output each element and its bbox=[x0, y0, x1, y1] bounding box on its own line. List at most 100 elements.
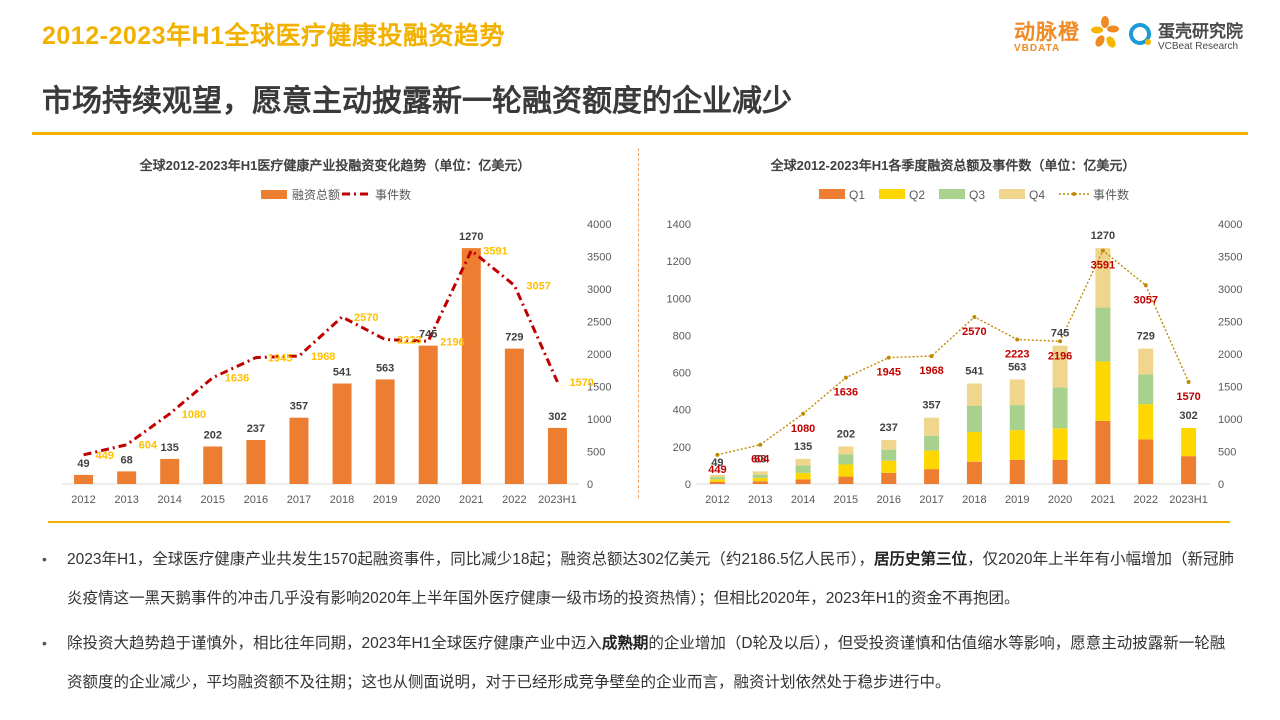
vcbeat-logo-cn: 蛋壳研究院 bbox=[1158, 22, 1243, 41]
stacked-bar-q2 bbox=[709, 479, 725, 482]
bar-total-label: 202 bbox=[837, 428, 855, 440]
y-left-tick-label: 1200 bbox=[667, 256, 691, 268]
bar-value-label: 541 bbox=[333, 367, 351, 379]
events-marker bbox=[886, 355, 891, 360]
legend-marker-events bbox=[1072, 192, 1076, 196]
x-tick-label: 2020 bbox=[1048, 494, 1072, 506]
line-value-label: 449 bbox=[708, 464, 726, 476]
chart-rule bbox=[48, 521, 1230, 523]
bullet-dot: • bbox=[42, 551, 47, 567]
x-tick-label: 2019 bbox=[1005, 494, 1029, 506]
stacked-bar-q3 bbox=[966, 406, 982, 432]
line-value-label: 604 bbox=[751, 454, 770, 466]
y-right-tick-label: 500 bbox=[587, 447, 605, 459]
bullet-item: • 除投资大趋势趋于谨慎外，相比往年同期，2023年H1全球医疗健康产业中迈入成… bbox=[42, 624, 1237, 702]
stacked-bar-q3 bbox=[709, 477, 725, 480]
stacked-bar-q3 bbox=[1095, 307, 1111, 362]
stacked-bar-q4 bbox=[1009, 379, 1025, 406]
stacked-bar-q1 bbox=[1052, 459, 1068, 484]
x-tick-label: 2023H1 bbox=[1169, 494, 1208, 506]
y-right-tick-label: 0 bbox=[1218, 479, 1224, 491]
stacked-bar-q3 bbox=[1009, 405, 1025, 431]
y-right-tick-label: 0 bbox=[587, 479, 593, 491]
bar bbox=[375, 379, 395, 484]
bar bbox=[246, 439, 266, 484]
chart-right-title: 全球2012-2023年H1各季度融资总额及事件数（单位：亿美元） bbox=[770, 158, 1136, 173]
stacked-bar-q1 bbox=[881, 472, 897, 484]
chart-right: 全球2012-2023年H1各季度融资总额及事件数（单位：亿美元） Q1 Q2 Q3… bbox=[648, 150, 1258, 515]
y-left-tick-label: 800 bbox=[673, 330, 691, 342]
stacked-bar-q1 bbox=[709, 481, 725, 484]
events-marker bbox=[843, 375, 848, 380]
bar-total-label: 541 bbox=[965, 366, 983, 378]
legend-swatch-q2 bbox=[879, 189, 905, 199]
stacked-bar-q2 bbox=[1009, 430, 1025, 460]
stacked-bar-q4 bbox=[752, 471, 768, 475]
x-tick-label: 2021 bbox=[1091, 494, 1115, 506]
legend-label-q4: Q4 bbox=[1029, 188, 1045, 202]
bullet-item: • 2023年H1，全球医疗健康产业共发生1570起融资事件，同比减少18起；融… bbox=[42, 540, 1237, 618]
y-left-tick-label: 600 bbox=[673, 368, 691, 380]
line-value-label: 2223 bbox=[1005, 349, 1029, 361]
stacked-bar-q4 bbox=[924, 417, 940, 436]
bullet-text-bold: 成熟期 bbox=[601, 635, 649, 652]
stacked-bar-q1 bbox=[1009, 459, 1025, 484]
stacked-bar-q4 bbox=[1052, 345, 1068, 388]
line-value-label: 3057 bbox=[526, 280, 550, 292]
line-value-label: 1945 bbox=[268, 353, 292, 365]
y-left-tick-label: 0 bbox=[685, 479, 691, 491]
vbdata-logo-cn: 动脉橙 bbox=[1014, 21, 1080, 44]
stacked-bar-q1 bbox=[1138, 439, 1154, 484]
orange-flower-icon bbox=[1091, 16, 1119, 48]
stacked-bar-q2 bbox=[1138, 404, 1154, 440]
stacked-bar-q2 bbox=[795, 472, 811, 480]
stacked-bar-q2 bbox=[1181, 427, 1197, 457]
stacked-bar-q4 bbox=[1138, 348, 1154, 375]
bar-value-label: 49 bbox=[77, 458, 89, 470]
chart-left-svg: 全球2012-2023年H1医疗健康产业投融资变化趋势（单位：亿美元） 融资总额… bbox=[62, 158, 611, 506]
stacked-bar-q3 bbox=[881, 449, 897, 461]
y-left-tick-label: 1400 bbox=[667, 219, 691, 231]
x-tick-label: 2013 bbox=[114, 494, 138, 506]
y-right-tick-label: 1000 bbox=[587, 414, 611, 426]
x-tick-label: 2015 bbox=[834, 494, 858, 506]
legend-swatch-q3 bbox=[939, 189, 965, 199]
legend-swatch-q4 bbox=[999, 189, 1025, 199]
bar bbox=[547, 427, 567, 484]
line-value-label: 2570 bbox=[354, 312, 378, 324]
y-right-tick-label: 2000 bbox=[1218, 349, 1242, 361]
events-marker bbox=[972, 314, 977, 319]
stacked-bar-q4 bbox=[881, 439, 897, 450]
events-marker bbox=[1100, 248, 1105, 253]
line-value-label: 1080 bbox=[791, 423, 815, 435]
y-right-tick-label: 1000 bbox=[1218, 414, 1242, 426]
vbdata-logo-en: VBDATA bbox=[1014, 43, 1061, 54]
line-value-label: 1636 bbox=[834, 387, 858, 399]
bar bbox=[117, 471, 137, 484]
line-value-label: 2196 bbox=[1048, 350, 1072, 362]
x-tick-label: 2022 bbox=[502, 494, 526, 506]
line-value-label: 1968 bbox=[919, 365, 943, 377]
legend-label-amount: 融资总额 bbox=[292, 188, 340, 202]
bar-value-label: 237 bbox=[247, 423, 265, 435]
x-tick-label: 2016 bbox=[877, 494, 901, 506]
line-value-label: 1636 bbox=[225, 373, 249, 385]
x-tick-label: 2016 bbox=[244, 494, 268, 506]
line-value-label: 3591 bbox=[1091, 260, 1115, 272]
stacked-bar-q1 bbox=[752, 481, 768, 484]
stacked-bar-q2 bbox=[1052, 428, 1068, 460]
bar-total-label: 68 bbox=[754, 453, 766, 465]
x-tick-label: 2017 bbox=[919, 494, 943, 506]
line-value-label: 449 bbox=[96, 450, 114, 462]
bar bbox=[203, 446, 223, 484]
bullet-text: 除投资大趋势趋于谨慎外，相比往年同期，2023年H1全球医疗健康产业中迈入成熟期… bbox=[67, 624, 1237, 702]
chart-left-legend: 融资总额 事件数 bbox=[261, 187, 411, 202]
bar-value-label: 1270 bbox=[459, 231, 483, 243]
y-right-tick-label: 4000 bbox=[587, 219, 611, 231]
y-right-tick-label: 500 bbox=[1218, 447, 1236, 459]
bar-total-label: 135 bbox=[794, 441, 812, 453]
stacked-bar-q1 bbox=[795, 479, 811, 484]
x-tick-label: 2018 bbox=[962, 494, 986, 506]
stacked-bar-q3 bbox=[795, 465, 811, 473]
events-marker bbox=[801, 411, 806, 416]
